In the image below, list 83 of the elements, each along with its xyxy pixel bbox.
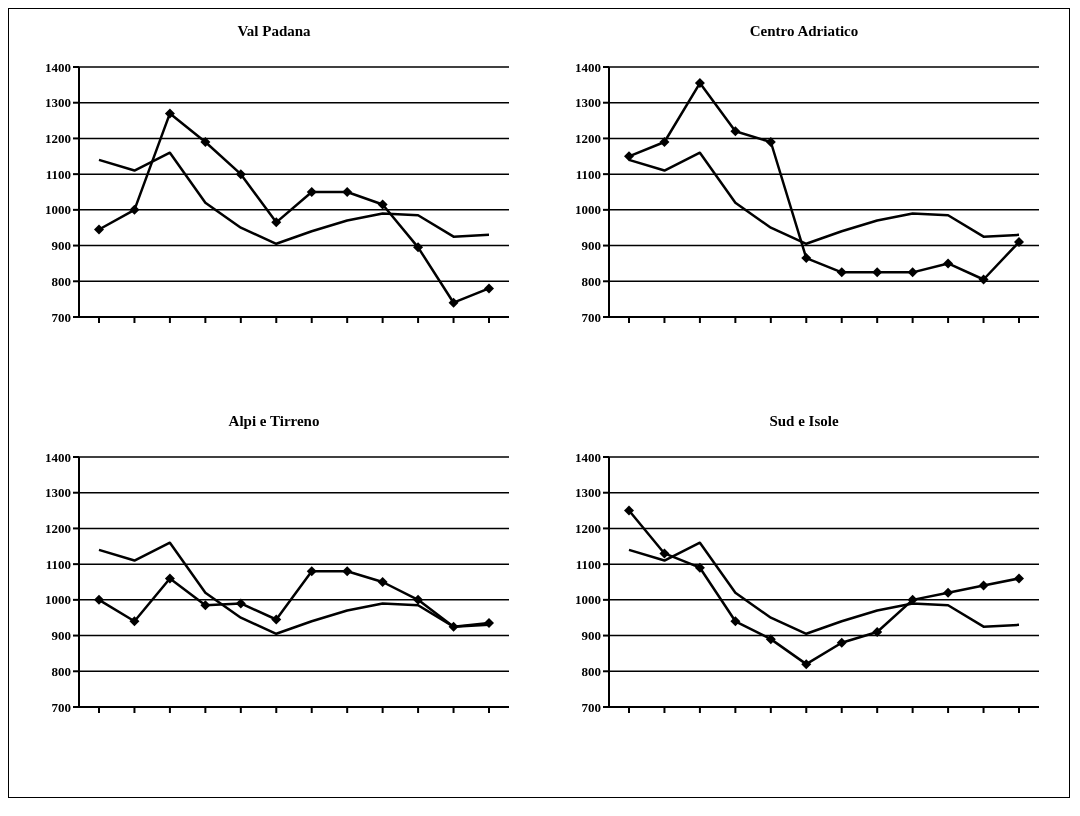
point (836, 267, 847, 278)
y-tick-label: 1400 (45, 59, 71, 75)
point (1014, 573, 1024, 584)
point (413, 594, 424, 605)
point (801, 253, 812, 264)
y-tick-label: 900 (51, 238, 71, 254)
y-tick-label: 1400 (45, 449, 71, 465)
y-tick-label: 800 (581, 663, 601, 679)
point (164, 573, 175, 584)
point (765, 634, 776, 645)
point (1014, 237, 1024, 247)
point (448, 621, 459, 632)
chart-title: Val Padana (237, 23, 311, 40)
point (836, 637, 847, 648)
point (694, 562, 705, 573)
point (164, 108, 175, 119)
point (235, 169, 246, 180)
y-tick-label: 1100 (575, 166, 601, 182)
chart-title: Sud e Isole (769, 413, 839, 430)
y-tick-label: 1100 (575, 556, 601, 572)
point (730, 126, 741, 137)
y-tick-label: 1100 (45, 166, 71, 182)
y-tick-label: 900 (51, 628, 71, 644)
point (659, 548, 670, 559)
point (624, 151, 634, 162)
point (235, 598, 246, 609)
point (872, 267, 883, 278)
point (413, 242, 424, 253)
y-tick-label: 1200 (45, 521, 71, 537)
y-tick-label: 1000 (45, 202, 71, 218)
point (765, 137, 776, 147)
y-tick-label: 1400 (575, 449, 601, 465)
point (306, 566, 317, 577)
y-tick-label: 1400 (575, 59, 601, 75)
point (624, 505, 634, 516)
chart-title: Centro Adriatico (749, 23, 859, 40)
y-tick-label: 700 (51, 699, 71, 715)
point (943, 587, 954, 598)
y-tick-label: 1100 (45, 556, 71, 572)
point (659, 137, 670, 147)
y-tick-label: 1300 (575, 95, 601, 111)
y-tick-label: 700 (51, 309, 71, 325)
point (342, 187, 353, 197)
y-tick-label: 700 (581, 699, 601, 715)
point (801, 659, 812, 670)
y-tick-label: 1300 (575, 485, 601, 501)
point (306, 187, 317, 197)
point (730, 616, 741, 627)
chart-title: Alpi e Tirreno (228, 413, 320, 430)
point (377, 199, 388, 210)
y-tick-label: 1000 (575, 202, 601, 218)
y-tick-label: 1300 (45, 485, 71, 501)
point (94, 594, 104, 605)
y-tick-label: 700 (581, 309, 601, 325)
point (694, 78, 705, 89)
point (448, 297, 459, 308)
point (129, 616, 140, 627)
y-tick-label: 1300 (45, 95, 71, 111)
point (978, 580, 989, 591)
y-tick-label: 1000 (45, 592, 71, 608)
point (484, 618, 494, 629)
y-tick-label: 900 (581, 628, 601, 644)
point (271, 614, 282, 625)
y-tick-label: 900 (581, 238, 601, 254)
point (943, 258, 954, 269)
point (94, 224, 104, 235)
y-tick-label: 800 (51, 273, 71, 289)
y-tick-label: 1200 (45, 131, 71, 147)
point (342, 566, 353, 577)
point (200, 600, 211, 611)
point (872, 627, 883, 637)
y-tick-label: 800 (581, 273, 601, 289)
y-tick-label: 1200 (575, 131, 601, 147)
point (377, 577, 388, 587)
point (907, 267, 918, 278)
y-tick-label: 1200 (575, 521, 601, 537)
y-tick-label: 800 (51, 663, 71, 679)
point (129, 204, 140, 215)
y-tick-label: 1000 (575, 592, 601, 608)
point (200, 137, 211, 147)
point (271, 217, 282, 228)
point (484, 283, 494, 294)
point (978, 274, 989, 285)
